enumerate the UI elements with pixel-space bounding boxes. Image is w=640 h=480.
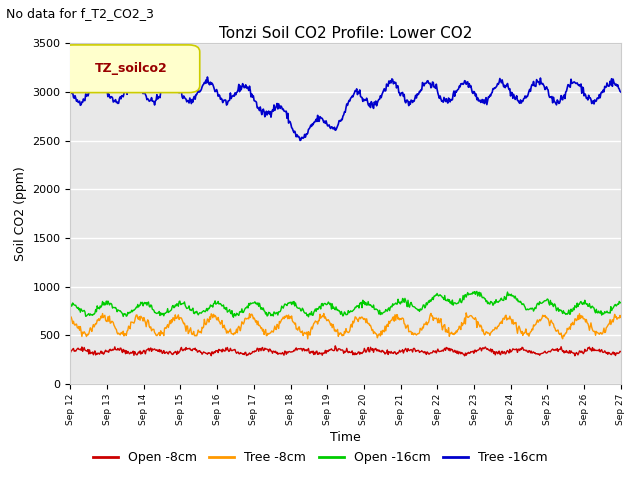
Title: Tonzi Soil CO2 Profile: Lower CO2: Tonzi Soil CO2 Profile: Lower CO2 xyxy=(219,25,472,41)
Open -8cm xyxy=(617,348,625,354)
Tree -16cm xyxy=(617,89,625,95)
Tree -8cm xyxy=(218,318,226,324)
FancyBboxPatch shape xyxy=(62,45,200,93)
Tree -8cm xyxy=(77,324,84,329)
Open -16cm xyxy=(77,309,84,315)
Line: Tree -16cm: Tree -16cm xyxy=(70,77,621,141)
Open -16cm xyxy=(429,297,437,302)
Open -16cm xyxy=(67,300,74,306)
Open -16cm xyxy=(473,288,481,294)
Open -16cm xyxy=(189,305,196,311)
Tree -16cm xyxy=(133,79,141,85)
Tree -16cm xyxy=(414,92,422,97)
Tree -8cm xyxy=(67,314,74,320)
Open -8cm xyxy=(67,350,74,356)
Tree -16cm xyxy=(67,88,74,94)
Open -8cm xyxy=(189,346,196,352)
Line: Tree -8cm: Tree -8cm xyxy=(70,313,621,339)
Tree -8cm xyxy=(189,331,196,337)
Tree -16cm xyxy=(77,102,84,108)
Tree -16cm xyxy=(204,74,211,80)
Tree -16cm xyxy=(296,138,304,144)
Line: Open -16cm: Open -16cm xyxy=(70,291,621,317)
Open -16cm xyxy=(230,314,237,320)
Open -8cm xyxy=(218,349,226,355)
Open -8cm xyxy=(77,346,84,352)
Tree -8cm xyxy=(304,336,312,342)
Legend: Open -8cm, Tree -8cm, Open -16cm, Tree -16cm: Open -8cm, Tree -8cm, Open -16cm, Tree -… xyxy=(88,446,552,469)
Line: Open -8cm: Open -8cm xyxy=(70,346,621,356)
Text: No data for f_T2_CO2_3: No data for f_T2_CO2_3 xyxy=(6,7,154,20)
Open -8cm xyxy=(461,353,468,359)
Tree -16cm xyxy=(219,100,227,106)
Tree -8cm xyxy=(133,312,141,318)
Open -8cm xyxy=(133,352,141,358)
Tree -8cm xyxy=(429,317,437,323)
Tree -8cm xyxy=(413,331,421,337)
Tree -8cm xyxy=(617,314,625,320)
X-axis label: Time: Time xyxy=(330,431,361,444)
Open -8cm xyxy=(429,348,437,354)
Text: TZ_soilco2: TZ_soilco2 xyxy=(95,62,167,75)
Tree -16cm xyxy=(189,99,196,105)
Open -8cm xyxy=(413,348,421,354)
Open -8cm xyxy=(332,343,339,348)
Y-axis label: Soil CO2 (ppm): Soil CO2 (ppm) xyxy=(14,166,27,261)
Open -16cm xyxy=(218,303,226,309)
Tree -16cm xyxy=(430,84,438,90)
Open -16cm xyxy=(617,300,625,305)
Tree -8cm xyxy=(462,310,470,316)
Open -16cm xyxy=(413,306,421,312)
Open -16cm xyxy=(133,305,141,311)
